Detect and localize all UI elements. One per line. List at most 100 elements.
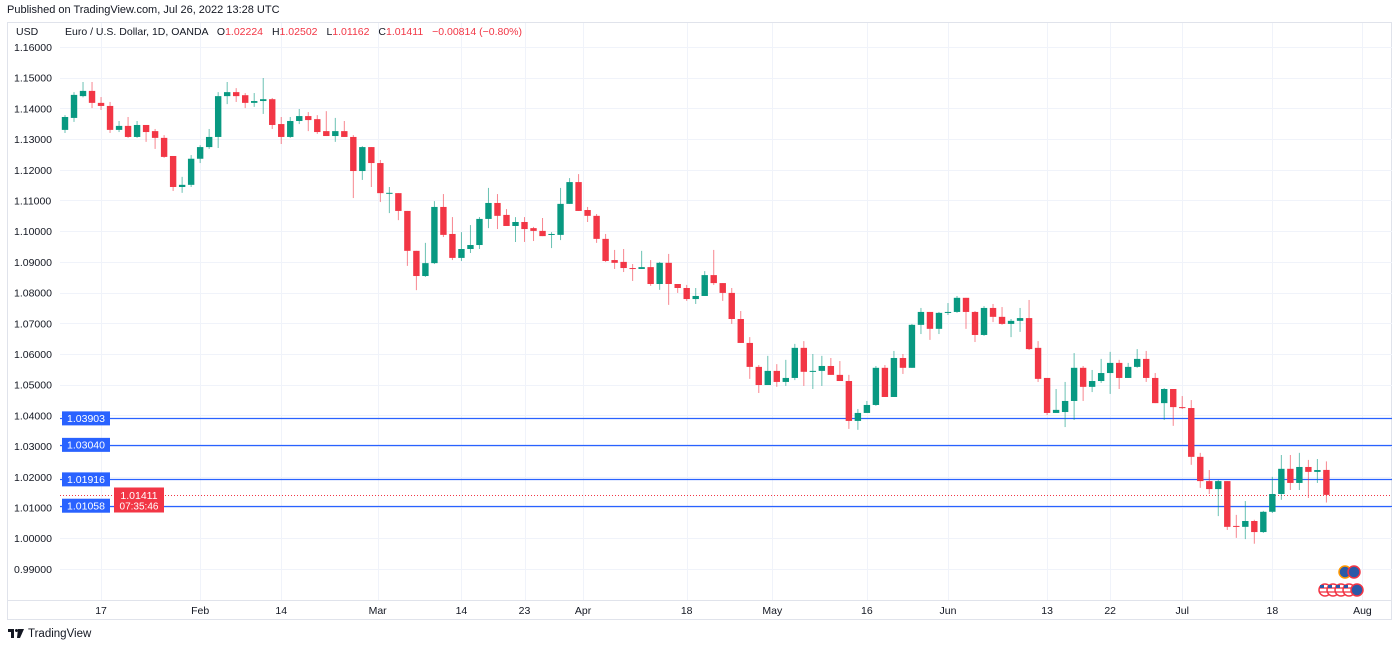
y-tick-label: 1.02000 — [14, 472, 52, 484]
candle-body — [548, 233, 555, 235]
us-flag-canton — [1336, 585, 1340, 588]
candle-body — [458, 249, 465, 258]
candle-up — [863, 400, 871, 413]
last-price-bg — [114, 487, 164, 513]
candle-body — [251, 101, 258, 103]
economic-events-icons[interactable] — [1318, 565, 1364, 597]
candle-up — [1269, 476, 1276, 514]
candle-down — [521, 217, 528, 242]
candle-down — [160, 135, 168, 158]
candle-body — [205, 136, 213, 148]
candle-down — [341, 120, 348, 137]
tradingview-footer[interactable]: TradingView — [8, 627, 91, 641]
candle-up — [701, 271, 708, 296]
candle-body — [359, 147, 366, 172]
y-tick-label: 1.09000 — [14, 257, 52, 269]
candle-body — [692, 295, 699, 300]
candle-body — [79, 90, 87, 97]
candle-up — [1296, 452, 1303, 491]
candle-up — [1097, 358, 1105, 383]
candle-down — [827, 357, 835, 375]
candle-body — [260, 99, 267, 102]
candle-body — [656, 262, 663, 285]
candle-down — [106, 101, 114, 133]
candle-up — [70, 92, 78, 122]
candle-body — [1323, 469, 1330, 495]
candle-down — [1170, 388, 1177, 426]
candle-up — [980, 306, 988, 336]
candle-up — [854, 408, 862, 430]
level-label-bg — [62, 411, 110, 426]
candle-up — [1133, 349, 1141, 368]
candle-body — [710, 275, 717, 284]
candle-body — [1242, 521, 1249, 527]
candle-down — [1025, 299, 1033, 351]
candle-up — [133, 120, 141, 138]
candle-body — [836, 374, 844, 382]
us-flag-canton — [1328, 585, 1332, 588]
candle-body — [1269, 493, 1276, 512]
level-price-label: 1.03903 — [62, 411, 110, 426]
candle-down — [665, 253, 672, 305]
level-label-text: 1.03903 — [67, 413, 105, 425]
candle-body — [629, 268, 636, 270]
candle-down — [602, 233, 609, 262]
candle-body — [962, 297, 970, 312]
candle-body — [232, 92, 240, 97]
candle-body — [377, 163, 384, 194]
level-label-text: 1.01916 — [67, 474, 105, 486]
candle-body — [323, 131, 330, 137]
close-label: C — [378, 26, 386, 38]
candle-body — [467, 245, 474, 250]
candle-down — [151, 128, 159, 149]
candle-body — [944, 311, 952, 313]
y-tick-label: 1.10000 — [14, 226, 52, 238]
candle-up — [1260, 510, 1267, 533]
x-tick-label: Aug — [1353, 605, 1372, 617]
candle-down — [1179, 396, 1186, 409]
level-label-text: 1.01058 — [67, 501, 105, 513]
candle-body — [899, 357, 907, 368]
candle-down — [755, 365, 762, 393]
candle-up — [1088, 369, 1096, 393]
candle-body — [124, 125, 132, 137]
candle-up — [638, 250, 645, 269]
countdown-text: 07:35:46 — [120, 502, 159, 513]
candle-down — [593, 214, 600, 243]
candle-body — [728, 292, 735, 320]
candle-body — [539, 230, 546, 237]
candle-body — [620, 261, 627, 269]
candle-down — [305, 112, 312, 132]
candle-down — [1188, 400, 1195, 465]
candle-up — [296, 109, 303, 125]
candle-down — [1197, 452, 1204, 488]
candle-down — [142, 124, 150, 142]
candle-body — [1133, 358, 1141, 367]
candle-body — [160, 137, 168, 157]
candle-up — [1052, 388, 1060, 413]
candle-up — [935, 311, 943, 335]
candle-body — [106, 105, 114, 130]
y-tick-label: 1.15000 — [14, 73, 52, 85]
candle-body — [413, 250, 420, 277]
candle-down — [845, 374, 853, 429]
us-flag-canton — [1344, 585, 1348, 588]
candle-body — [1305, 466, 1312, 472]
tradingview-logo-icon — [8, 627, 24, 641]
y-tick-label: 1.14000 — [14, 103, 52, 115]
candle-body — [1278, 468, 1285, 494]
candle-body — [196, 147, 204, 159]
candle-body — [1007, 320, 1015, 324]
candle-body — [142, 124, 150, 133]
candle-up — [953, 295, 961, 313]
x-tick-label: 17 — [95, 605, 107, 617]
x-tick-label: Jul — [1176, 605, 1189, 617]
candle-body — [818, 365, 826, 371]
candle-body — [1034, 347, 1042, 379]
candle-body — [1016, 318, 1024, 321]
candle-body — [1043, 377, 1051, 413]
candle-down — [1224, 481, 1231, 530]
candle-down — [1152, 373, 1159, 404]
candle-body — [404, 210, 411, 251]
